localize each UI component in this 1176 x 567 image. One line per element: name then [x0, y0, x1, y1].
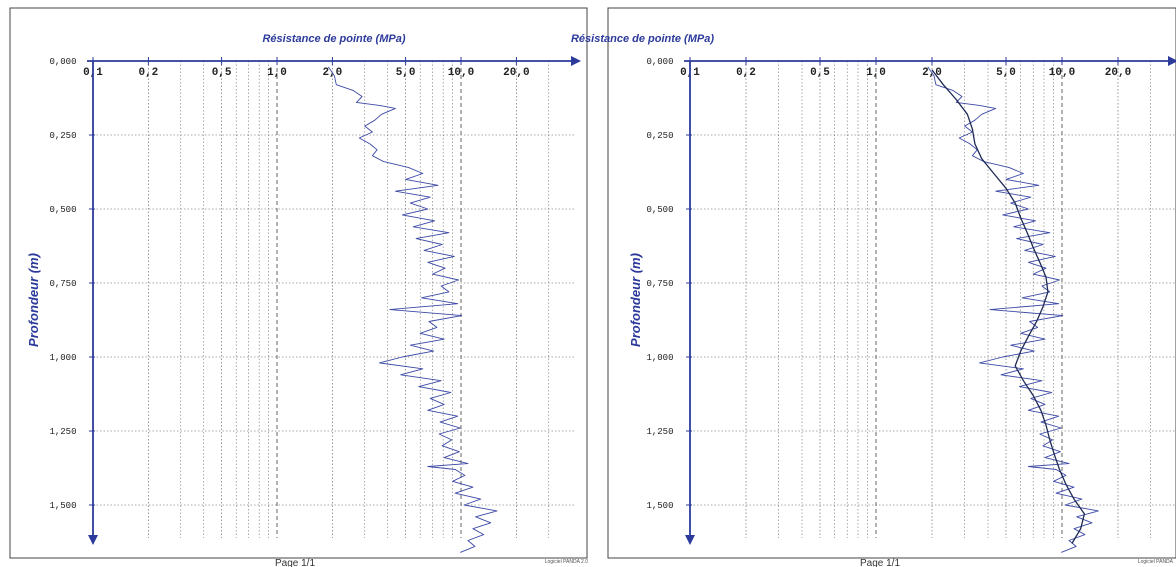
x-tick-label: 1,0: [267, 67, 287, 79]
chart-frame: [607, 7, 1176, 559]
chart-panel-2: Résistance de pointe (MPa)0,10,20,51,02,…: [571, 7, 1176, 567]
y-tick-label: 1,000: [49, 353, 76, 363]
page-number: Page 1/1: [860, 558, 900, 567]
y-tick-label: 0,000: [49, 57, 76, 67]
y-tick-label: 0,750: [49, 279, 76, 289]
x-tick-label: 1,0: [866, 67, 886, 79]
y-tick-label: 1,250: [646, 427, 673, 437]
resistance-trace: [927, 66, 1099, 553]
page-number: Page 1/1: [275, 558, 315, 567]
x-tick-label: 20,0: [503, 67, 529, 79]
y-tick-label: 1,500: [646, 501, 673, 511]
software-credit: Logiciel PANDA: [1138, 559, 1174, 565]
smoothed-trend-line: [931, 69, 1086, 544]
y-tick-label: 0,750: [646, 279, 673, 289]
software-credit: Logiciel PANDA 2.0: [545, 559, 588, 565]
x-axis-arrow: [1168, 56, 1176, 66]
y-tick-label: 1,250: [49, 427, 76, 437]
resistance-trace: [327, 66, 498, 553]
y-tick-label: 0,250: [49, 131, 76, 141]
x-tick-label: 10,0: [448, 67, 474, 79]
y-tick-label: 1,500: [49, 501, 76, 511]
x-tick-label: 5,0: [396, 67, 416, 79]
x-tick-label: 20,0: [1105, 67, 1131, 79]
chart-panel-1: Résistance de pointe (MPa)0,10,20,51,02,…: [9, 7, 588, 567]
y-axis-label: Profondeur (m): [26, 253, 41, 347]
y-axis-arrow: [88, 535, 98, 545]
chart-title: Résistance de pointe (MPa): [262, 33, 405, 45]
x-tick-label: 10,0: [1049, 67, 1075, 79]
x-tick-label: 0,2: [736, 67, 756, 79]
y-tick-label: 0,250: [646, 131, 673, 141]
y-tick-label: 0,500: [646, 205, 673, 215]
chart-frame: [9, 7, 588, 559]
y-tick-label: 0,500: [49, 205, 76, 215]
y-axis-label: Profondeur (m): [628, 253, 643, 347]
x-tick-label: 0,2: [138, 67, 158, 79]
chart-title: Résistance de pointe (MPa): [571, 33, 714, 45]
y-tick-label: 1,000: [646, 353, 673, 363]
x-tick-label: 0,5: [212, 67, 232, 79]
x-tick-label: 0,5: [810, 67, 830, 79]
y-axis-arrow: [685, 535, 695, 545]
x-tick-label: 5,0: [996, 67, 1016, 79]
x-axis-arrow: [571, 56, 581, 66]
y-tick-label: 0,000: [646, 57, 673, 67]
